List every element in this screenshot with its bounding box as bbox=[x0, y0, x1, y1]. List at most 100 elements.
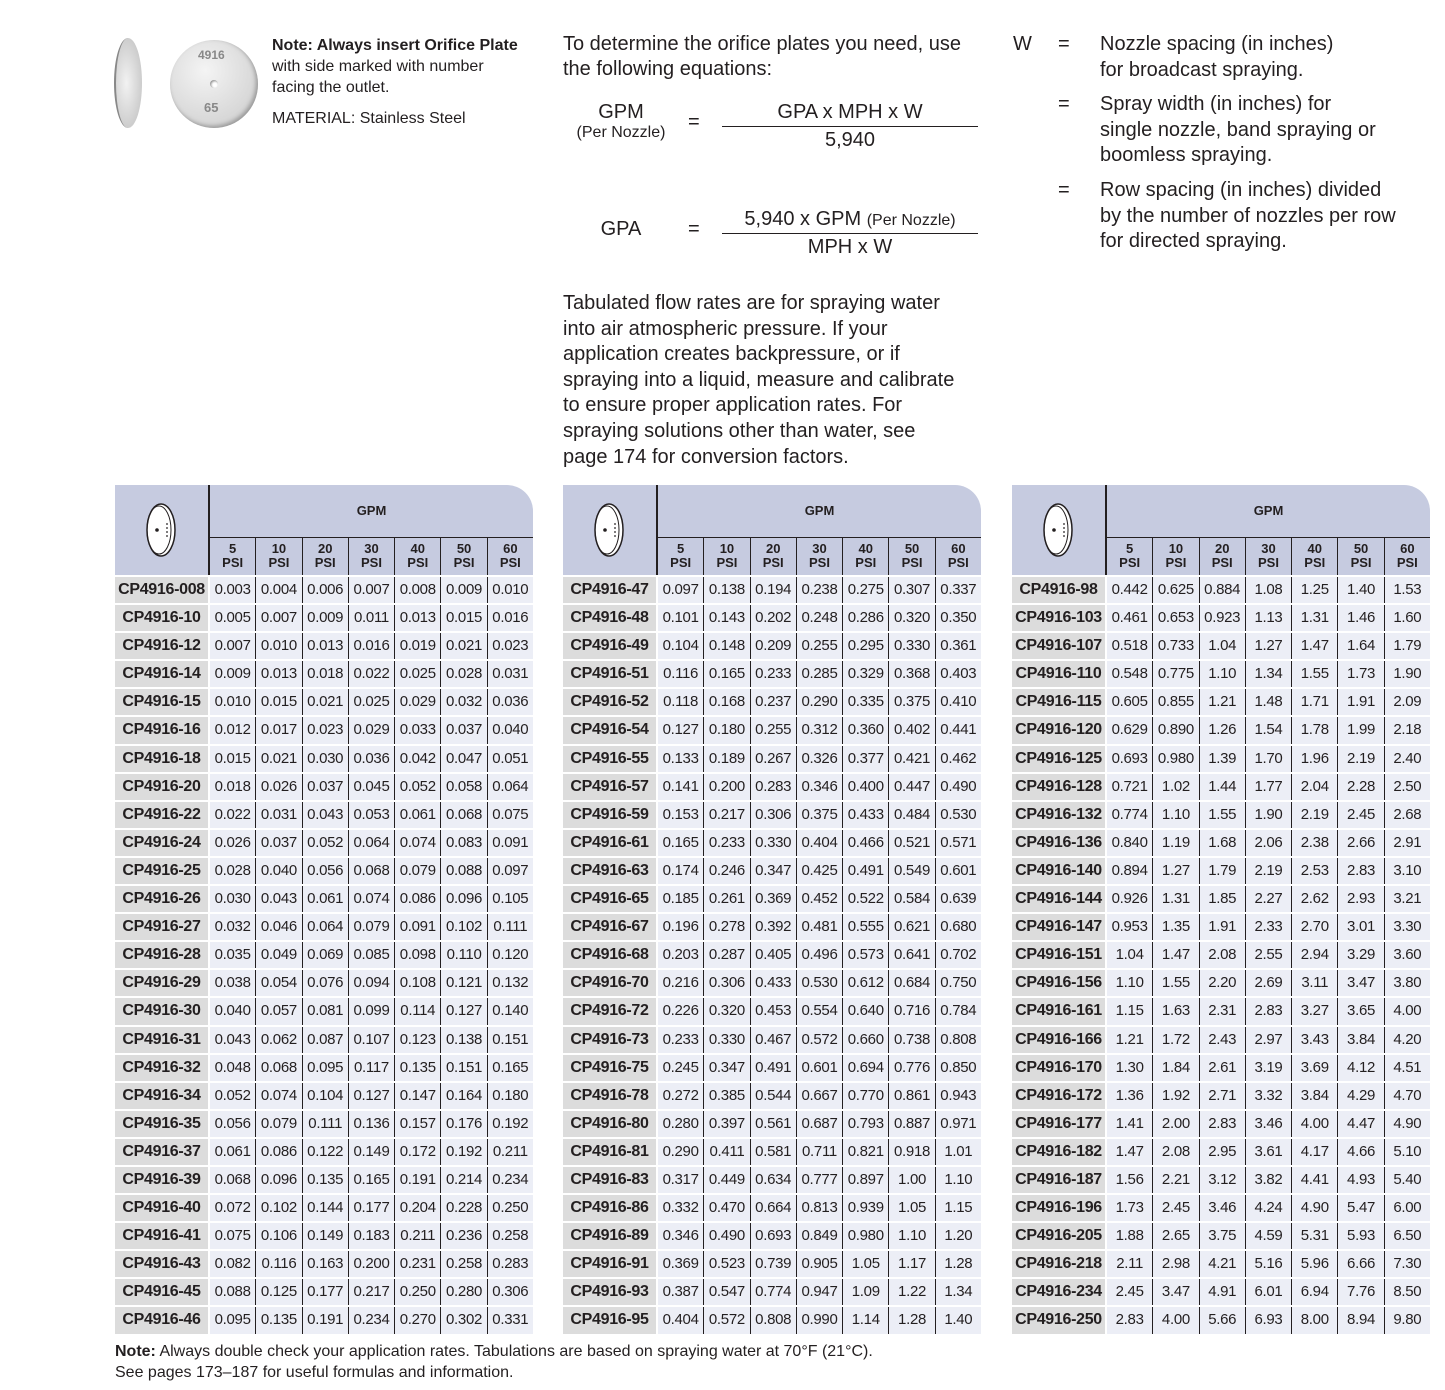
flow-value-cell: 0.028 bbox=[440, 661, 487, 688]
flow-value-cell: 0.064 bbox=[347, 829, 395, 856]
flow-value-cell: 0.317 bbox=[658, 1166, 704, 1194]
flow-value-cell: 0.064 bbox=[301, 914, 348, 941]
flow-value-cell: 0.120 bbox=[486, 942, 533, 969]
table-row: CP4916-196 1.73 2.45 3.46 4.24 4.90 5.47 6.00 bbox=[1012, 1195, 1430, 1222]
flow-value-cell: 0.098 bbox=[394, 942, 441, 969]
psi-column-header: 50 PSI bbox=[1337, 538, 1383, 575]
part-number-cell: CP4916-177 bbox=[1012, 1110, 1105, 1137]
flow-value-cell: 0.306 bbox=[486, 1279, 533, 1306]
part-number-cell: CP4916-78 bbox=[563, 1082, 656, 1109]
flow-value-cell: 0.849 bbox=[795, 1223, 843, 1250]
flow-value-cell: 4.20 bbox=[1383, 1026, 1430, 1053]
flow-value-cell: 0.228 bbox=[440, 1195, 487, 1222]
flow-value-cell: 0.234 bbox=[347, 1307, 395, 1334]
flow-value-cell: 0.021 bbox=[301, 689, 348, 716]
flow-value-cell: 0.016 bbox=[486, 605, 533, 632]
flow-value-cell: 0.231 bbox=[394, 1251, 441, 1278]
flow-value-cell: 2.53 bbox=[1291, 857, 1338, 885]
flow-value-cell: 0.012 bbox=[210, 717, 256, 744]
part-number-cell: CP4916-28 bbox=[115, 942, 208, 969]
flow-value-cell: 0.037 bbox=[440, 717, 487, 744]
flow-value-cell: 8.50 bbox=[1383, 1279, 1430, 1306]
flow-value-cell: 0.660 bbox=[842, 1026, 889, 1053]
flow-value-cell: 0.075 bbox=[210, 1223, 256, 1250]
flow-value-cell: 1.63 bbox=[1152, 998, 1199, 1025]
flow-value-cell: 0.397 bbox=[703, 1110, 750, 1137]
flow-value-cell: 0.021 bbox=[440, 633, 487, 660]
flow-value-cell: 1.01 bbox=[934, 1138, 981, 1165]
equals-sign: = bbox=[688, 111, 700, 133]
part-number-cell: CP4916-93 bbox=[563, 1279, 656, 1306]
flow-value-cell: 0.467 bbox=[749, 1026, 796, 1053]
flow-value-cell: 3.60 bbox=[1383, 942, 1430, 969]
flow-value-cell: 0.194 bbox=[749, 577, 796, 604]
part-number-cell: CP4916-132 bbox=[1012, 801, 1105, 828]
flow-value-cell: 0.165 bbox=[703, 661, 750, 688]
flow-value-cell: 0.258 bbox=[486, 1223, 533, 1250]
flow-value-cell: 0.015 bbox=[440, 605, 487, 632]
flow-value-cell: 1.08 bbox=[1244, 577, 1292, 604]
flow-value-cell: 1.96 bbox=[1291, 745, 1338, 772]
table-row: CP4916-31 0.043 0.062 0.087 0.107 0.123 0.138 0… bbox=[115, 1026, 533, 1053]
gpm-fraction: GPA x MPH x W 5,940 bbox=[722, 101, 978, 152]
table-row: CP4916-008 0.003 0.004 0.006 0.007 0.008 0.009… bbox=[115, 577, 533, 604]
flow-value-cell: 0.116 bbox=[658, 661, 704, 688]
flow-value-cell: 1.35 bbox=[1152, 914, 1199, 941]
flow-value-cell: 0.484 bbox=[888, 801, 935, 828]
flow-value-cell: 0.151 bbox=[486, 1026, 533, 1053]
flow-value-cell: 4.12 bbox=[1337, 1054, 1384, 1081]
flow-value-cell: 0.774 bbox=[1107, 801, 1153, 828]
flow-value-cell: 0.149 bbox=[301, 1223, 348, 1250]
flow-value-cell: 0.036 bbox=[347, 745, 395, 772]
flow-value-cell: 2.65 bbox=[1152, 1223, 1199, 1250]
flow-value-cell: 0.258 bbox=[440, 1251, 487, 1278]
flow-value-cell: 0.280 bbox=[658, 1110, 704, 1137]
flow-value-cell: 0.307 bbox=[888, 577, 935, 604]
part-number-cell: CP4916-40 bbox=[115, 1195, 208, 1222]
flow-value-cell: 2.28 bbox=[1337, 773, 1384, 800]
flow-value-cell: 0.433 bbox=[842, 801, 889, 828]
table-row: CP4916-32 0.048 0.068 0.095 0.117 0.135 0.151 0… bbox=[115, 1054, 533, 1081]
table-row: CP4916-234 2.45 3.47 4.91 6.01 6.94 7.76 8.50 bbox=[1012, 1279, 1430, 1306]
part-number-cell: CP4916-107 bbox=[1012, 633, 1105, 660]
flow-value-cell: 0.149 bbox=[347, 1138, 395, 1165]
part-number-cell: CP4916-18 bbox=[115, 745, 208, 772]
part-number-cell: CP4916-47 bbox=[563, 577, 656, 604]
table-row: CP4916-166 1.21 1.72 2.43 2.97 3.43 3.84 4.20 bbox=[1012, 1026, 1430, 1053]
table-row: CP4916-140 0.894 1.27 1.79 2.19 2.53 2.83 3.10 bbox=[1012, 857, 1430, 885]
flow-value-cell: 1.79 bbox=[1383, 633, 1430, 660]
flow-value-cell: 0.233 bbox=[703, 829, 750, 856]
flow-value-cell: 0.088 bbox=[440, 857, 487, 885]
flow-value-cell: 1.40 bbox=[1337, 577, 1384, 604]
flow-value-cell: 0.693 bbox=[1107, 745, 1153, 772]
part-number-cell: CP4916-161 bbox=[1012, 998, 1105, 1025]
flow-value-cell: 1.02 bbox=[1152, 773, 1199, 800]
insert-note-text: with side marked with number facing the … bbox=[272, 58, 484, 96]
flow-value-cell: 3.19 bbox=[1244, 1054, 1292, 1081]
orifice-plate-icon bbox=[1012, 485, 1107, 575]
part-number-cell: CP4916-24 bbox=[115, 829, 208, 856]
flow-value-cell: 0.561 bbox=[749, 1110, 796, 1137]
part-number-cell: CP4916-37 bbox=[115, 1138, 208, 1165]
flow-value-cell: 5.31 bbox=[1291, 1223, 1338, 1250]
flow-value-cell: 1.31 bbox=[1291, 605, 1338, 632]
flow-value-cell: 0.153 bbox=[658, 801, 704, 828]
flow-value-cell: 0.411 bbox=[703, 1138, 750, 1165]
flow-value-cell: 1.28 bbox=[888, 1307, 935, 1334]
part-number-cell: CP4916-120 bbox=[1012, 717, 1105, 744]
flow-value-cell: 1.40 bbox=[934, 1307, 981, 1334]
flow-value-cell: 0.329 bbox=[842, 661, 889, 688]
flow-value-cell: 0.283 bbox=[749, 773, 796, 800]
flow-value-cell: 2.97 bbox=[1244, 1026, 1292, 1053]
intro-text: To determine the orifice plates you need… bbox=[563, 33, 962, 80]
flow-value-cell: 0.601 bbox=[934, 857, 981, 885]
flow-value-cell: 0.216 bbox=[658, 970, 704, 997]
table-row: CP4916-10 0.005 0.007 0.009 0.011 0.013 0.015 0… bbox=[115, 605, 533, 632]
flow-value-cell: 0.061 bbox=[394, 801, 441, 828]
flow-value-cell: 0.111 bbox=[486, 914, 533, 941]
part-number-cell: CP4916-128 bbox=[1012, 773, 1105, 800]
flow-value-cell: 0.272 bbox=[658, 1082, 704, 1109]
flow-value-cell: 1.09 bbox=[842, 1279, 889, 1306]
flow-value-cell: 0.043 bbox=[210, 1026, 256, 1053]
flow-value-cell: 0.392 bbox=[749, 914, 796, 941]
